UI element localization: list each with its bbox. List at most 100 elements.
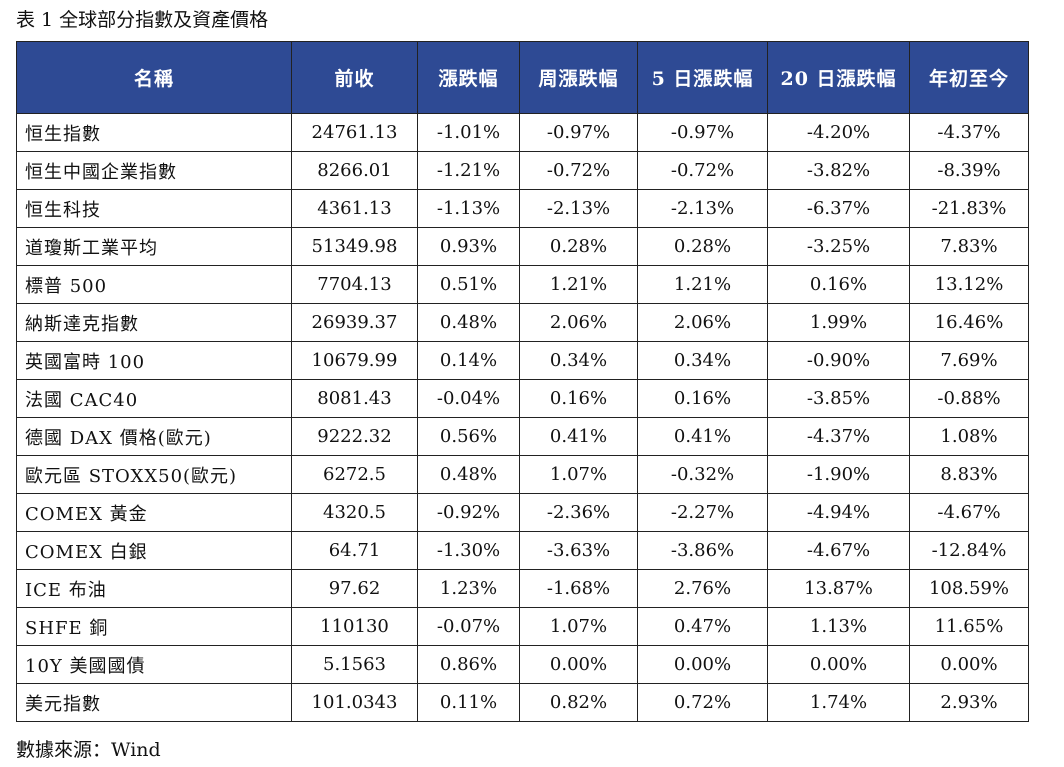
cell-change: -0.07% [417,607,520,646]
cell-5d-change: -3.86% [637,531,768,570]
cell-5d-change: 0.00% [637,645,768,684]
cell-20d-change: -4.94% [767,493,910,532]
cell-name: 歐元區 STOXX50(歐元) [16,455,292,494]
cell-prev-close: 8081.43 [291,379,418,418]
cell-ytd: 1.08% [909,417,1029,456]
cell-name: 恒生科技 [16,189,292,228]
cell-change: -1.13% [417,189,520,228]
cell-5d-change: 0.47% [637,607,768,646]
cell-20d-change: -3.25% [767,227,910,266]
cell-week-change: 0.34% [519,341,638,380]
table-row: 德國 DAX 價格(歐元) 9222.32 0.56% 0.41% 0.41% -4.37… [16,417,1029,456]
cell-ytd: -0.88% [909,379,1029,418]
cell-name: 標普 500 [16,265,292,304]
cell-change: 0.56% [417,417,520,456]
cell-change: 0.48% [417,455,520,494]
cell-week-change: 0.28% [519,227,638,266]
cell-20d-change: -4.67% [767,531,910,570]
cell-20d-change: 1.74% [767,683,910,722]
cell-prev-close: 4320.5 [291,493,418,532]
cell-ytd: -8.39% [909,151,1029,190]
cell-20d-change: 1.13% [767,607,910,646]
cell-5d-change: 2.06% [637,303,768,342]
header-prev-close: 前收 [291,41,418,114]
table-row: 10Y 美國國債 5.1563 0.86% 0.00% 0.00% 0.00% 0.00% [16,645,1029,684]
cell-name: 英國富時 100 [16,341,292,380]
cell-name: COMEX 黃金 [16,493,292,532]
cell-prev-close: 7704.13 [291,265,418,304]
data-source: 數據來源：Wind [16,739,161,761]
header-name: 名稱 [16,41,292,114]
table-row: ICE 布油 97.62 1.23% -1.68% 2.76% 13.87% 108.59% [16,569,1029,608]
cell-ytd: 108.59% [909,569,1029,608]
cell-ytd: 7.83% [909,227,1029,266]
table-row: 納斯達克指數 26939.37 0.48% 2.06% 2.06% 1.99% 16.46% [16,303,1029,342]
cell-prev-close: 97.62 [291,569,418,608]
cell-change: -1.21% [417,151,520,190]
cell-prev-close: 6272.5 [291,455,418,494]
cell-change: 0.86% [417,645,520,684]
cell-20d-change: -3.82% [767,151,910,190]
cell-name: 恒生中國企業指數 [16,151,292,190]
cell-week-change: 2.06% [519,303,638,342]
cell-20d-change: -6.37% [767,189,910,228]
cell-20d-change: -4.20% [767,113,910,152]
cell-week-change: 1.21% [519,265,638,304]
cell-ytd: 8.83% [909,455,1029,494]
cell-5d-change: 0.72% [637,683,768,722]
table-row: 恒生指數 24761.13 -1.01% -0.97% -0.97% -4.20% -4.3… [16,113,1029,152]
table-row: COMEX 白銀 64.71 -1.30% -3.63% -3.86% -4.67% -12… [16,531,1029,570]
cell-week-change: -0.97% [519,113,638,152]
cell-week-change: 0.41% [519,417,638,456]
cell-5d-change: 1.21% [637,265,768,304]
cell-ytd: -21.83% [909,189,1029,228]
cell-week-change: 0.00% [519,645,638,684]
cell-week-change: -2.13% [519,189,638,228]
cell-name: 恒生指數 [16,113,292,152]
cell-20d-change: 0.00% [767,645,910,684]
cell-20d-change: -1.90% [767,455,910,494]
cell-ytd: 13.12% [909,265,1029,304]
cell-5d-change: -2.27% [637,493,768,532]
cell-ytd: 16.46% [909,303,1029,342]
cell-prev-close: 8266.01 [291,151,418,190]
cell-5d-change: -0.97% [637,113,768,152]
table-row: 道瓊斯工業平均 51349.98 0.93% 0.28% 0.28% -3.25% 7.83… [16,227,1029,266]
cell-change: -1.30% [417,531,520,570]
cell-name: SHFE 銅 [16,607,292,646]
table-body: 恒生指數 24761.13 -1.01% -0.97% -0.97% -4.20% -4.3… [16,113,1029,722]
header-week-change: 周漲跌幅 [519,41,638,114]
cell-ytd: 11.65% [909,607,1029,646]
cell-5d-change: -0.72% [637,151,768,190]
cell-prev-close: 4361.13 [291,189,418,228]
cell-week-change: -1.68% [519,569,638,608]
cell-20d-change: 13.87% [767,569,910,608]
cell-prev-close: 10679.99 [291,341,418,380]
cell-prev-close: 26939.37 [291,303,418,342]
cell-ytd: -12.84% [909,531,1029,570]
cell-change: 0.14% [417,341,520,380]
cell-change: 0.93% [417,227,520,266]
cell-ytd: 2.93% [909,683,1029,722]
cell-ytd: -4.37% [909,113,1029,152]
cell-week-change: -2.36% [519,493,638,532]
cell-week-change: 1.07% [519,455,638,494]
cell-name: COMEX 白銀 [16,531,292,570]
header-change: 漲跌幅 [417,41,520,114]
cell-change: -1.01% [417,113,520,152]
cell-name: 德國 DAX 價格(歐元) [16,417,292,456]
market-index-table: 名稱 前收 漲跌幅 周漲跌幅 5 日漲跌幅 20 日漲跌幅 年初至今 恒生指數 2… [16,41,1029,722]
header-ytd: 年初至今 [909,41,1029,114]
cell-name: 10Y 美國國債 [16,645,292,684]
cell-change: -0.92% [417,493,520,532]
header-5d-change: 5 日漲跌幅 [637,41,768,114]
table-row: 標普 500 7704.13 0.51% 1.21% 1.21% 0.16% 13.12% [16,265,1029,304]
table-row: 法國 CAC40 8081.43 -0.04% 0.16% 0.16% -3.85% -0.… [16,379,1029,418]
cell-5d-change: 0.28% [637,227,768,266]
cell-name: 道瓊斯工業平均 [16,227,292,266]
cell-20d-change: 1.99% [767,303,910,342]
table-row: 英國富時 100 10679.99 0.14% 0.34% 0.34% -0.90% 7.6… [16,341,1029,380]
cell-20d-change: -4.37% [767,417,910,456]
cell-week-change: -0.72% [519,151,638,190]
table-row: 美元指數 101.0343 0.11% 0.82% 0.72% 1.74% 2.93% [16,683,1029,722]
